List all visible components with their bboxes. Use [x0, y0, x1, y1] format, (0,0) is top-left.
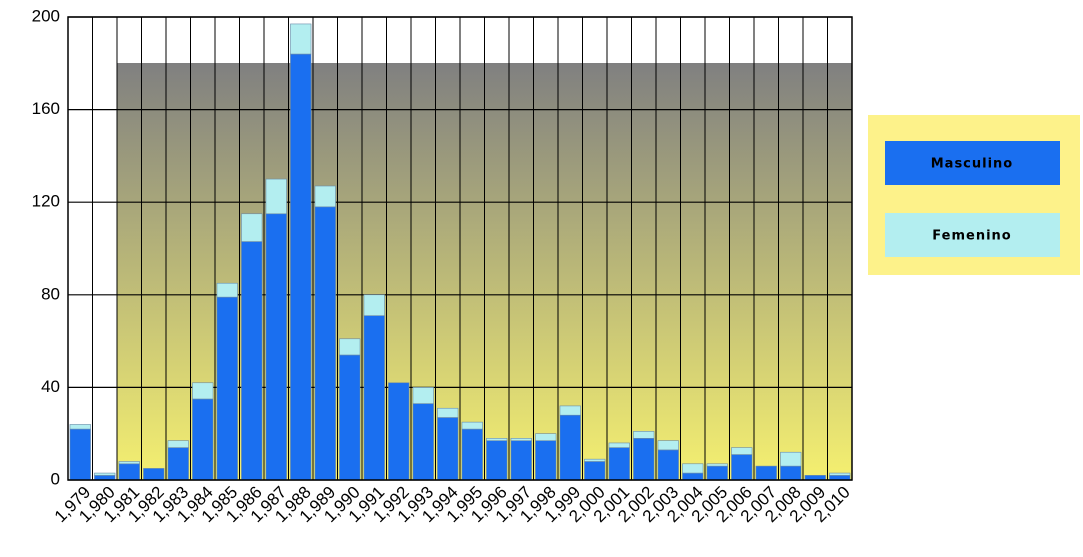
bar-segment — [682, 472, 704, 481]
bar-segment — [731, 447, 753, 455]
bar-segment — [265, 178, 287, 215]
bar-segment — [584, 461, 606, 481]
bar-segment — [314, 185, 336, 208]
bar-segment — [510, 440, 532, 481]
y-tick-label: 200 — [32, 6, 60, 25]
bar-segment — [412, 403, 434, 481]
bar-segment — [339, 338, 361, 356]
bar-segment — [192, 398, 214, 481]
bar-segment — [69, 428, 91, 481]
legend-label: Masculino — [931, 157, 1014, 172]
bar-segment — [192, 382, 214, 400]
bar-segment — [143, 468, 165, 481]
bar-segment — [461, 428, 483, 481]
bar-segment — [535, 440, 557, 481]
bar-segment — [118, 463, 140, 481]
bar-segment — [706, 463, 728, 467]
legend-swatch — [885, 213, 1060, 257]
bar-segment — [461, 421, 483, 430]
y-tick-label: 120 — [32, 192, 60, 211]
bar-segment — [657, 440, 679, 451]
bar-segment — [829, 472, 851, 476]
bar-segment — [314, 206, 336, 481]
bar-segment — [731, 454, 753, 481]
bar-segment — [584, 458, 606, 462]
bar-segment — [559, 414, 581, 481]
bar-segment — [780, 451, 802, 467]
bar-segment — [167, 440, 189, 448]
bar-segment — [69, 424, 91, 430]
bar-segment — [363, 294, 385, 316]
bar-segment — [363, 315, 385, 481]
y-tick-label: 160 — [32, 99, 60, 118]
y-tick-label: 80 — [41, 284, 60, 303]
bar-segment — [706, 465, 728, 481]
bar-segment — [535, 433, 557, 441]
bar-segment — [412, 387, 434, 404]
bar-segment — [486, 440, 508, 481]
bar-segment — [755, 465, 777, 481]
bar-segment — [167, 447, 189, 481]
bar-segment — [216, 282, 238, 298]
y-tick-label: 0 — [51, 469, 60, 488]
bar-segment — [633, 431, 655, 439]
legend-label: Femenino — [932, 229, 1011, 244]
bar-segment — [290, 23, 312, 55]
bar-segment — [608, 442, 630, 448]
bar-segment — [682, 463, 704, 474]
bar-segment — [241, 241, 263, 481]
bar-segment — [486, 438, 508, 441]
bar-segment — [510, 438, 532, 441]
bar-segment — [437, 417, 459, 481]
bar-segment — [339, 354, 361, 481]
bar-segment — [657, 449, 679, 481]
bar-segment — [241, 213, 263, 242]
bar-segment — [94, 472, 116, 476]
bar-segment — [780, 465, 802, 481]
y-tick-label: 40 — [41, 377, 60, 396]
bar-segment — [290, 53, 312, 481]
bar-segment — [265, 213, 287, 481]
bar-segment — [437, 407, 459, 418]
bar-segment — [216, 296, 238, 481]
bar-segment — [118, 461, 140, 465]
bar-segment — [559, 405, 581, 416]
plot-frame — [67, 16, 853, 481]
bar-segment — [608, 447, 630, 481]
bar-segment — [633, 438, 655, 481]
legend-swatch — [885, 141, 1060, 185]
bar-segment — [388, 382, 410, 481]
